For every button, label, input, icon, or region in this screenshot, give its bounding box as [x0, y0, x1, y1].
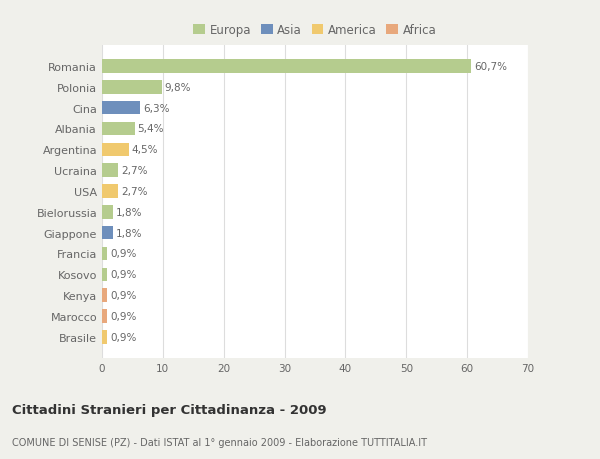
Text: 0,9%: 0,9%	[110, 249, 136, 259]
Bar	[102, 226, 113, 240]
Text: 1,8%: 1,8%	[115, 228, 142, 238]
Bar	[102, 309, 107, 323]
Bar	[102, 143, 130, 157]
Bar	[102, 123, 135, 136]
Bar	[102, 289, 107, 302]
Text: 0,9%: 0,9%	[110, 270, 136, 280]
Bar	[102, 60, 472, 73]
Text: 4,5%: 4,5%	[132, 145, 158, 155]
Text: 6,3%: 6,3%	[143, 103, 169, 113]
Text: COMUNE DI SENISE (PZ) - Dati ISTAT al 1° gennaio 2009 - Elaborazione TUTTITALIA.: COMUNE DI SENISE (PZ) - Dati ISTAT al 1°…	[12, 437, 427, 447]
Text: 0,9%: 0,9%	[110, 332, 136, 342]
Bar	[102, 247, 107, 261]
Text: 0,9%: 0,9%	[110, 311, 136, 321]
Text: 0,9%: 0,9%	[110, 291, 136, 301]
Bar	[102, 164, 118, 178]
Bar	[102, 268, 107, 281]
Text: 5,4%: 5,4%	[137, 124, 164, 134]
Bar	[102, 185, 118, 198]
Text: 1,8%: 1,8%	[115, 207, 142, 218]
Text: 9,8%: 9,8%	[164, 83, 191, 93]
Text: 60,7%: 60,7%	[474, 62, 507, 72]
Bar	[102, 101, 140, 115]
Text: 2,7%: 2,7%	[121, 186, 148, 196]
Text: 2,7%: 2,7%	[121, 166, 148, 176]
Bar	[102, 206, 113, 219]
Text: Cittadini Stranieri per Cittadinanza - 2009: Cittadini Stranieri per Cittadinanza - 2…	[12, 403, 326, 416]
Bar	[102, 81, 161, 95]
Bar	[102, 330, 107, 344]
Legend: Europa, Asia, America, Africa: Europa, Asia, America, Africa	[190, 21, 440, 40]
